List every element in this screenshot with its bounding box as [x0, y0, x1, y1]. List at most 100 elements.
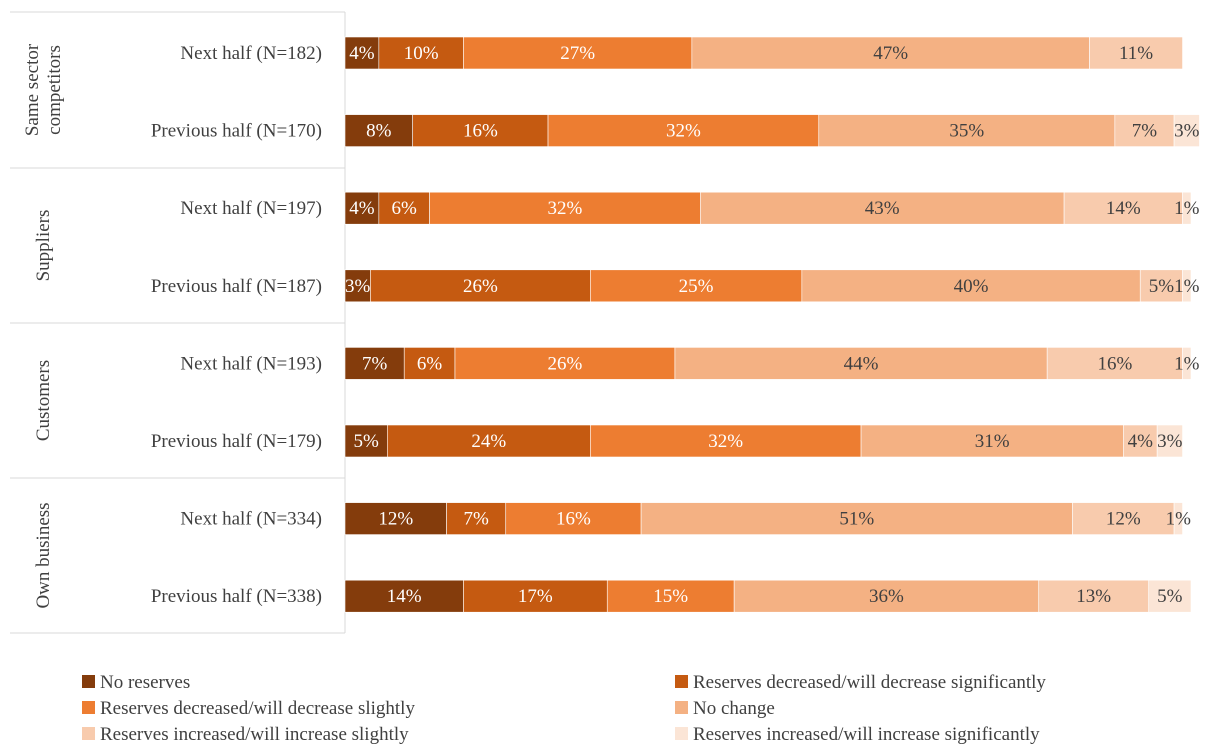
data-label: 15% — [653, 586, 688, 607]
data-label: 51% — [839, 509, 874, 530]
data-label: 12% — [1106, 509, 1141, 530]
group-label: Customers — [33, 360, 54, 441]
bar-segment — [640, 502, 1073, 535]
legend-swatch — [82, 701, 95, 714]
legend-swatch — [675, 727, 688, 740]
legend: No reserves Reserves decreased/will decre… — [82, 672, 1046, 745]
data-label: 8% — [366, 121, 392, 142]
data-label: 7% — [463, 509, 489, 530]
legend-label: Reserves increased/will increase signifi… — [693, 724, 1040, 745]
bar-segment — [344, 424, 388, 458]
bar-segment — [463, 579, 608, 613]
bar-segment — [1156, 424, 1183, 458]
data-label: 5% — [1149, 276, 1175, 297]
bar-segment — [818, 114, 1116, 147]
bar-segment — [1182, 191, 1192, 225]
group-labels: Same sectorcompetitors Suppliers Customers… — [22, 43, 65, 608]
category-label: Previous half (N=179) — [151, 431, 322, 452]
data-label: 12% — [378, 509, 413, 530]
data-label: 36% — [869, 586, 904, 607]
data-label: 14% — [1106, 198, 1141, 219]
category-label: Next half (N=197) — [180, 198, 322, 219]
bar-segment — [1089, 36, 1183, 70]
data-label: 13% — [1076, 586, 1111, 607]
bar-segment — [606, 579, 735, 613]
bar-segment — [860, 424, 1124, 458]
bar-segment — [344, 579, 464, 613]
bar-segment — [344, 502, 447, 535]
bar-segment — [590, 269, 803, 303]
data-label: 5% — [353, 431, 379, 452]
data-label: 11% — [1119, 43, 1153, 64]
data-label: 4% — [349, 198, 375, 219]
data-label: 1% — [1174, 198, 1200, 219]
bar-segment — [344, 347, 405, 380]
data-label: 47% — [873, 43, 908, 64]
legend-label: Reserves decreased/will decrease slightl… — [100, 698, 415, 719]
bar-segment — [1072, 502, 1175, 535]
legend-swatch — [675, 701, 688, 714]
bar-segment — [1182, 347, 1192, 380]
legend-swatch — [82, 675, 95, 688]
data-label: 16% — [1097, 353, 1132, 374]
bar-segment — [1182, 269, 1192, 303]
bar-segment — [370, 269, 591, 303]
data-label: 31% — [975, 431, 1010, 452]
data-label: 6% — [392, 198, 418, 219]
bar-segment — [505, 502, 642, 535]
data-label: 44% — [844, 353, 879, 374]
group-label: Own business — [33, 502, 54, 608]
data-label: 26% — [463, 276, 498, 297]
category-label: Next half (N=334) — [180, 509, 322, 530]
bar-segment — [1114, 114, 1175, 147]
data-label: 26% — [548, 353, 583, 374]
data-label: 7% — [1132, 121, 1158, 142]
data-label: 25% — [679, 276, 714, 297]
bar-segment — [429, 191, 701, 225]
data-label: 43% — [865, 198, 900, 219]
bar-segment — [344, 36, 380, 70]
data-label: 17% — [518, 586, 553, 607]
category-label: Previous half (N=170) — [151, 121, 322, 142]
data-label: 3% — [1174, 121, 1200, 142]
data-label: 1% — [1166, 509, 1192, 530]
legend-label: Reserves increased/will increase slightl… — [100, 724, 409, 745]
group-label: Same sectorcompetitors — [22, 43, 65, 136]
bar-segment — [1139, 269, 1183, 303]
legend-swatch — [82, 727, 95, 740]
legend-label: Reserves decreased/will decrease signifi… — [693, 672, 1046, 693]
data-label: 10% — [404, 43, 439, 64]
data-label: 35% — [949, 121, 984, 142]
category-label: Previous half (N=187) — [151, 276, 322, 297]
data-label: 3% — [1157, 431, 1183, 452]
data-label: 14% — [387, 586, 422, 607]
bar-segment — [674, 347, 1048, 380]
bar-segment — [454, 347, 676, 380]
data-label: 6% — [417, 353, 443, 374]
data-label: 3% — [345, 276, 371, 297]
data-label: 4% — [1128, 431, 1154, 452]
legend-label: No reserves — [100, 672, 190, 693]
data-label: 24% — [471, 431, 506, 452]
data-label: 1% — [1174, 353, 1200, 374]
bar-segment — [1173, 114, 1200, 147]
bar-segment — [378, 191, 430, 225]
category-label: Next half (N=193) — [180, 353, 322, 374]
bar-segment — [547, 114, 820, 147]
bar-segment — [1173, 502, 1183, 535]
data-label: 27% — [560, 43, 595, 64]
bar-segment — [344, 269, 371, 303]
bar-segment — [691, 36, 1090, 70]
bar-segment — [412, 114, 549, 147]
group-label: Suppliers — [33, 210, 54, 282]
data-label: 40% — [954, 276, 989, 297]
data-label: 32% — [708, 431, 743, 452]
bar-segment — [1123, 424, 1158, 458]
data-label: 4% — [349, 43, 375, 64]
bar-segment — [403, 347, 456, 380]
data-label: 32% — [548, 198, 583, 219]
bar-segment — [1148, 579, 1192, 613]
category-label: Next half (N=182) — [180, 43, 322, 64]
bar-segment — [344, 191, 380, 225]
